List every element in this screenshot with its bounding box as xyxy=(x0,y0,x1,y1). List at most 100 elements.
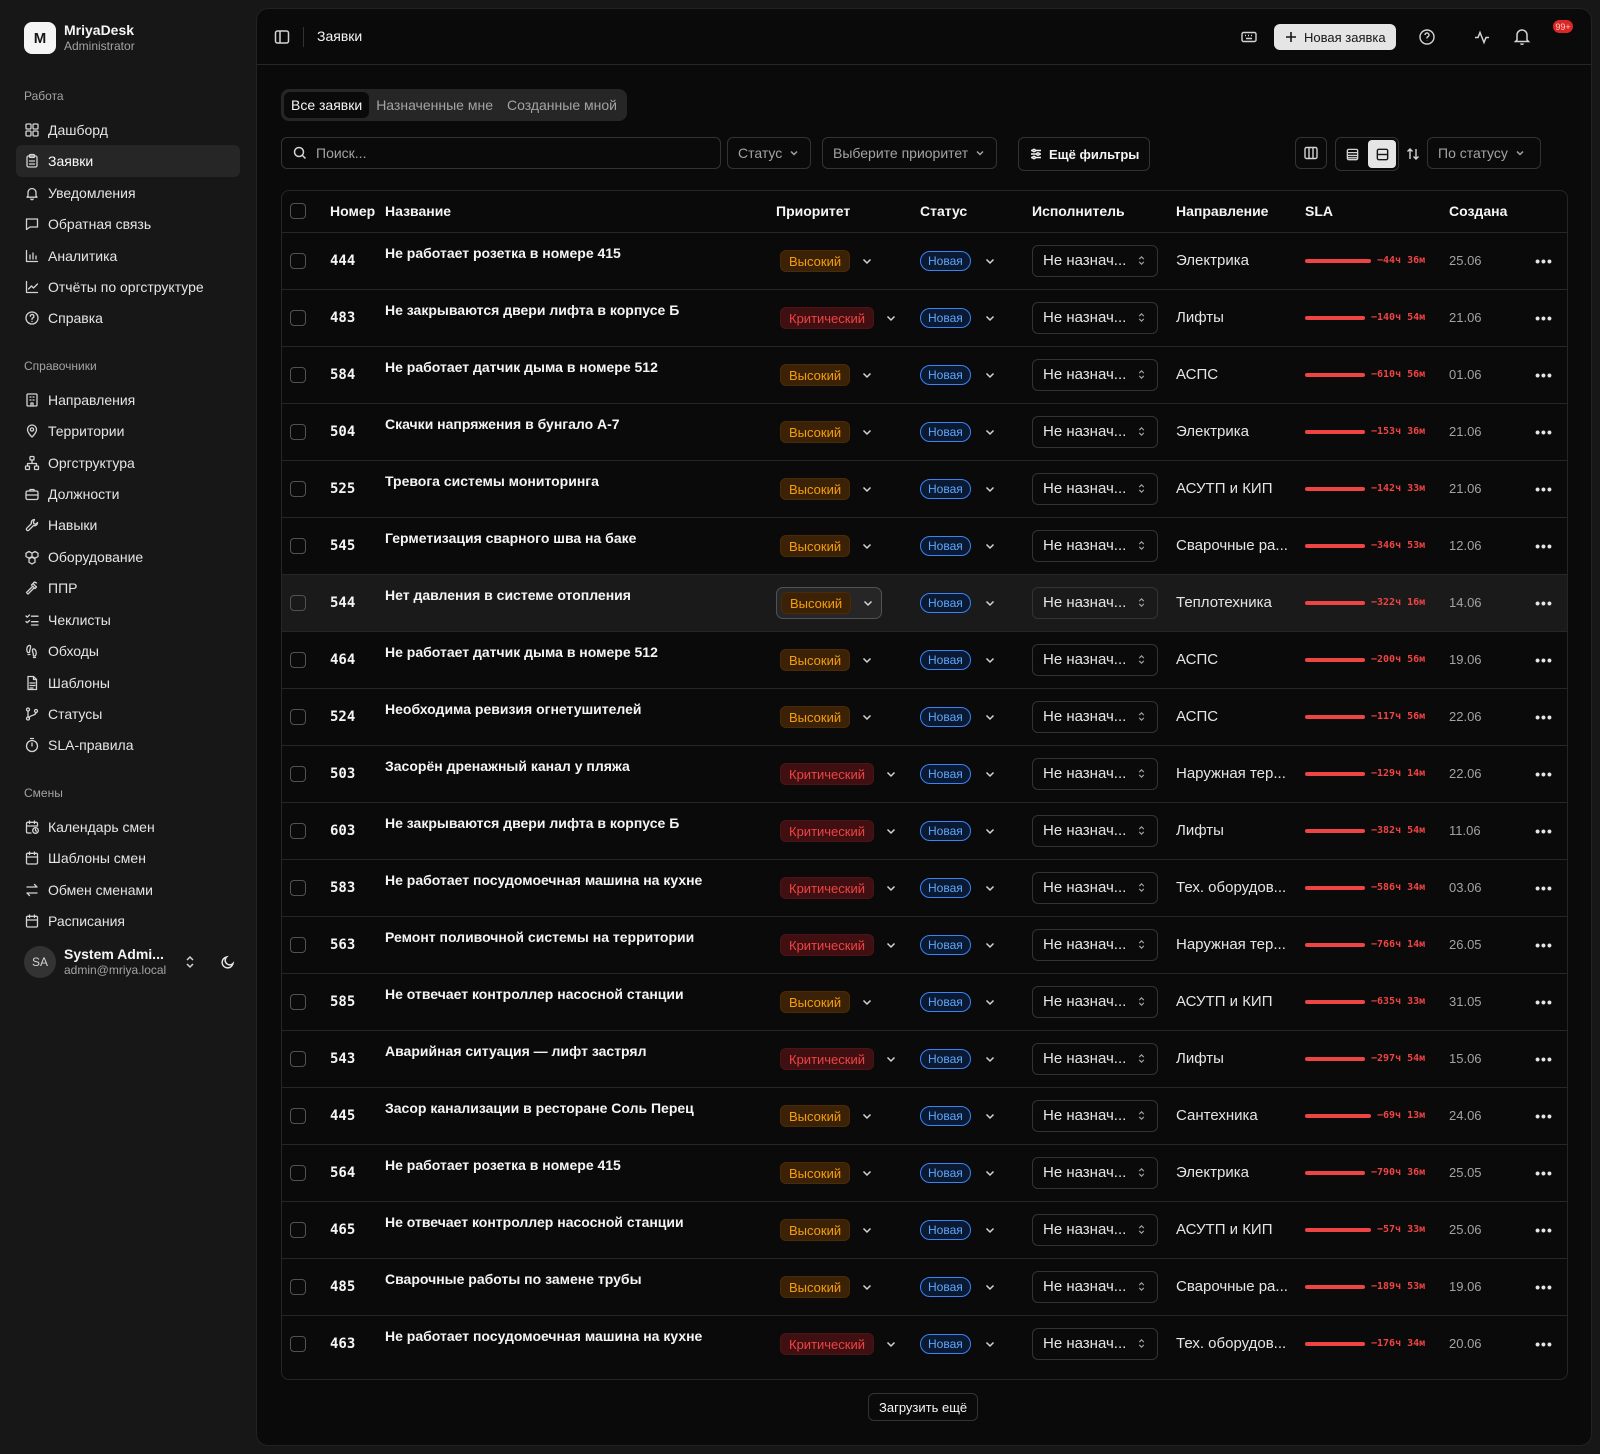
more-horizontal-icon[interactable]: ••• xyxy=(1535,537,1553,554)
row-checkbox[interactable] xyxy=(290,651,306,668)
sidebar-item-hammer[interactable]: ППР xyxy=(16,572,240,604)
ticket-title[interactable]: Герметизация сварного шва на баке xyxy=(385,529,637,546)
sidebar-item-boxes[interactable]: Оборудование xyxy=(16,541,240,573)
table-row[interactable]: 544 Нет давления в системе отопления Высок… xyxy=(282,574,1567,632)
row-checkbox[interactable] xyxy=(290,594,306,611)
ticket-title-cell[interactable]: Необходима ревизия огнетушителей xyxy=(385,688,776,746)
assignee-select[interactable]: Не назнач... xyxy=(1032,586,1158,619)
row-checkbox[interactable] xyxy=(290,252,306,269)
ticket-number[interactable]: 464 xyxy=(330,631,385,689)
row-actions-menu[interactable]: ••• xyxy=(1519,745,1567,803)
ticket-title[interactable]: Сварочные работы по замене трубы xyxy=(385,1270,642,1287)
row-checkbox[interactable] xyxy=(290,1107,306,1124)
status-select[interactable]: Новая xyxy=(920,307,997,328)
column-created[interactable]: Создана xyxy=(1449,191,1519,233)
row-actions-menu[interactable]: ••• xyxy=(1519,688,1567,746)
table-row[interactable]: 504 Скачки напряжения в бунгало А-7 Высоки… xyxy=(282,403,1567,461)
sidebar-item-timer[interactable]: SLA-правила xyxy=(16,729,240,761)
new-ticket-button[interactable]: Новая заявка xyxy=(1274,24,1396,50)
column-direction[interactable]: Направление xyxy=(1176,191,1305,233)
ticket-title[interactable]: Не закрываются двери лифта в корпусе Б xyxy=(385,301,680,318)
ticket-number[interactable]: 504 xyxy=(330,403,385,461)
sidebar-item-wrench[interactable]: Навыки xyxy=(16,509,240,541)
row-checkbox[interactable] xyxy=(290,1278,306,1295)
priority-select[interactable]: Критический xyxy=(776,302,902,334)
status-select[interactable]: Новая xyxy=(920,1162,997,1183)
row-checkbox[interactable] xyxy=(290,822,306,839)
table-row[interactable]: 444 Не работает розетка в номере 415 Высок… xyxy=(282,232,1567,290)
ticket-title[interactable]: Ремонт поливочной системы на территории xyxy=(385,928,695,945)
priority-select[interactable]: Высокий xyxy=(776,245,878,277)
ticket-title-cell[interactable]: Не работает посудомоечная машина на кухн… xyxy=(385,1315,776,1372)
ticket-title-cell[interactable]: Не работает датчик дыма в номере 512 xyxy=(385,346,776,404)
ticket-title[interactable]: Засорён дренажный канал у пляжа xyxy=(385,757,630,774)
assignee-select[interactable]: Не назнач... xyxy=(1032,928,1158,961)
row-checkbox[interactable] xyxy=(290,993,306,1010)
ticket-number[interactable]: 584 xyxy=(330,346,385,404)
more-horizontal-icon[interactable]: ••• xyxy=(1535,879,1553,896)
search-input[interactable] xyxy=(316,145,706,161)
table-row[interactable]: 445 Засор канализации в ресторане Соль Пе… xyxy=(282,1087,1567,1145)
theme-toggle-moon-icon[interactable] xyxy=(220,954,236,970)
assignee-select[interactable]: Не назнач... xyxy=(1032,1099,1158,1132)
row-actions-menu[interactable]: ••• xyxy=(1519,802,1567,860)
ticket-title[interactable]: Необходима ревизия огнетушителей xyxy=(385,700,642,717)
row-checkbox[interactable] xyxy=(290,423,306,440)
more-horizontal-icon[interactable]: ••• xyxy=(1535,1107,1553,1124)
status-select[interactable]: Новая xyxy=(920,706,997,727)
assignee-select[interactable]: Не назнач... xyxy=(1032,301,1158,334)
ticket-title[interactable]: Не работает посудомоечная машина на кухн… xyxy=(385,1327,703,1344)
assignee-select[interactable]: Не назнач... xyxy=(1032,358,1158,391)
status-filter[interactable]: Статус xyxy=(727,137,812,169)
status-select[interactable]: Новая xyxy=(920,1276,997,1297)
priority-select[interactable]: Критический xyxy=(776,815,902,847)
ticket-number[interactable]: 545 xyxy=(330,517,385,575)
sidebar-item-checklist[interactable]: Чеклисты xyxy=(16,604,240,636)
sidebar-item-map-pin[interactable]: Территории xyxy=(16,415,240,447)
more-horizontal-icon[interactable]: ••• xyxy=(1535,765,1553,782)
tab-0[interactable]: Все заявки xyxy=(284,92,370,118)
table-row[interactable]: 485 Сварочные работы по замене трубы Высок… xyxy=(282,1258,1567,1316)
sidebar-item-calendar[interactable]: Шаблоны смен xyxy=(16,842,240,874)
ticket-number[interactable]: 524 xyxy=(330,688,385,746)
row-checkbox[interactable] xyxy=(290,765,306,782)
priority-select[interactable]: Высокий xyxy=(776,1157,878,1189)
sidebar-item-briefcase[interactable]: Должности xyxy=(16,478,240,510)
sort-select[interactable]: По статусу xyxy=(1427,137,1541,169)
user-menu[interactable]: SA System Admi... admin@mriya.local xyxy=(24,942,236,982)
row-actions-menu[interactable]: ••• xyxy=(1519,1315,1567,1372)
ticket-number[interactable]: 444 xyxy=(330,232,385,290)
row-actions-menu[interactable]: ••• xyxy=(1519,631,1567,689)
sidebar-item-bar-chart[interactable]: Аналитика xyxy=(16,240,240,272)
more-horizontal-icon[interactable]: ••• xyxy=(1535,1335,1553,1352)
row-actions-menu[interactable]: ••• xyxy=(1519,574,1567,632)
column-sla[interactable]: SLA xyxy=(1305,191,1449,233)
priority-select[interactable]: Высокий xyxy=(776,1214,878,1246)
sidebar-item-message[interactable]: Обратная связь xyxy=(16,208,240,240)
row-checkbox[interactable] xyxy=(290,879,306,896)
ticket-title[interactable]: Тревога системы мониторинга xyxy=(385,472,599,489)
row-actions-menu[interactable]: ••• xyxy=(1519,346,1567,404)
row-checkbox[interactable] xyxy=(290,480,306,497)
table-row[interactable]: 583 Не работает посудомоечная машина на к… xyxy=(282,859,1567,917)
sidebar-item-building[interactable]: Направления xyxy=(16,384,240,416)
priority-select[interactable]: Высокий xyxy=(776,359,878,391)
ticket-number[interactable]: 583 xyxy=(330,859,385,917)
more-horizontal-icon[interactable]: ••• xyxy=(1535,366,1553,383)
assignee-select[interactable]: Не назнач... xyxy=(1032,244,1158,277)
row-checkbox[interactable] xyxy=(290,936,306,953)
more-horizontal-icon[interactable]: ••• xyxy=(1535,1050,1553,1067)
sidebar-item-clipboard[interactable]: Заявки xyxy=(16,145,240,178)
sidebar-item-git-branch[interactable]: Статусы xyxy=(16,698,240,730)
row-checkbox[interactable] xyxy=(290,537,306,554)
row-checkbox[interactable] xyxy=(290,1221,306,1238)
more-filters-button[interactable]: Ещё фильтры xyxy=(1018,137,1151,171)
priority-select[interactable]: Критический xyxy=(776,929,902,961)
more-horizontal-icon[interactable]: ••• xyxy=(1535,423,1553,440)
assignee-select[interactable]: Не назнач... xyxy=(1032,985,1158,1018)
table-row[interactable]: 483 Не закрываются двери лифта в корпусе … xyxy=(282,289,1567,347)
ticket-title-cell[interactable]: Тревога системы мониторинга xyxy=(385,460,776,518)
assignee-select[interactable]: Не назнач... xyxy=(1032,814,1158,847)
tab-2[interactable]: Созданные мной xyxy=(506,97,617,113)
ticket-number[interactable]: 564 xyxy=(330,1144,385,1202)
